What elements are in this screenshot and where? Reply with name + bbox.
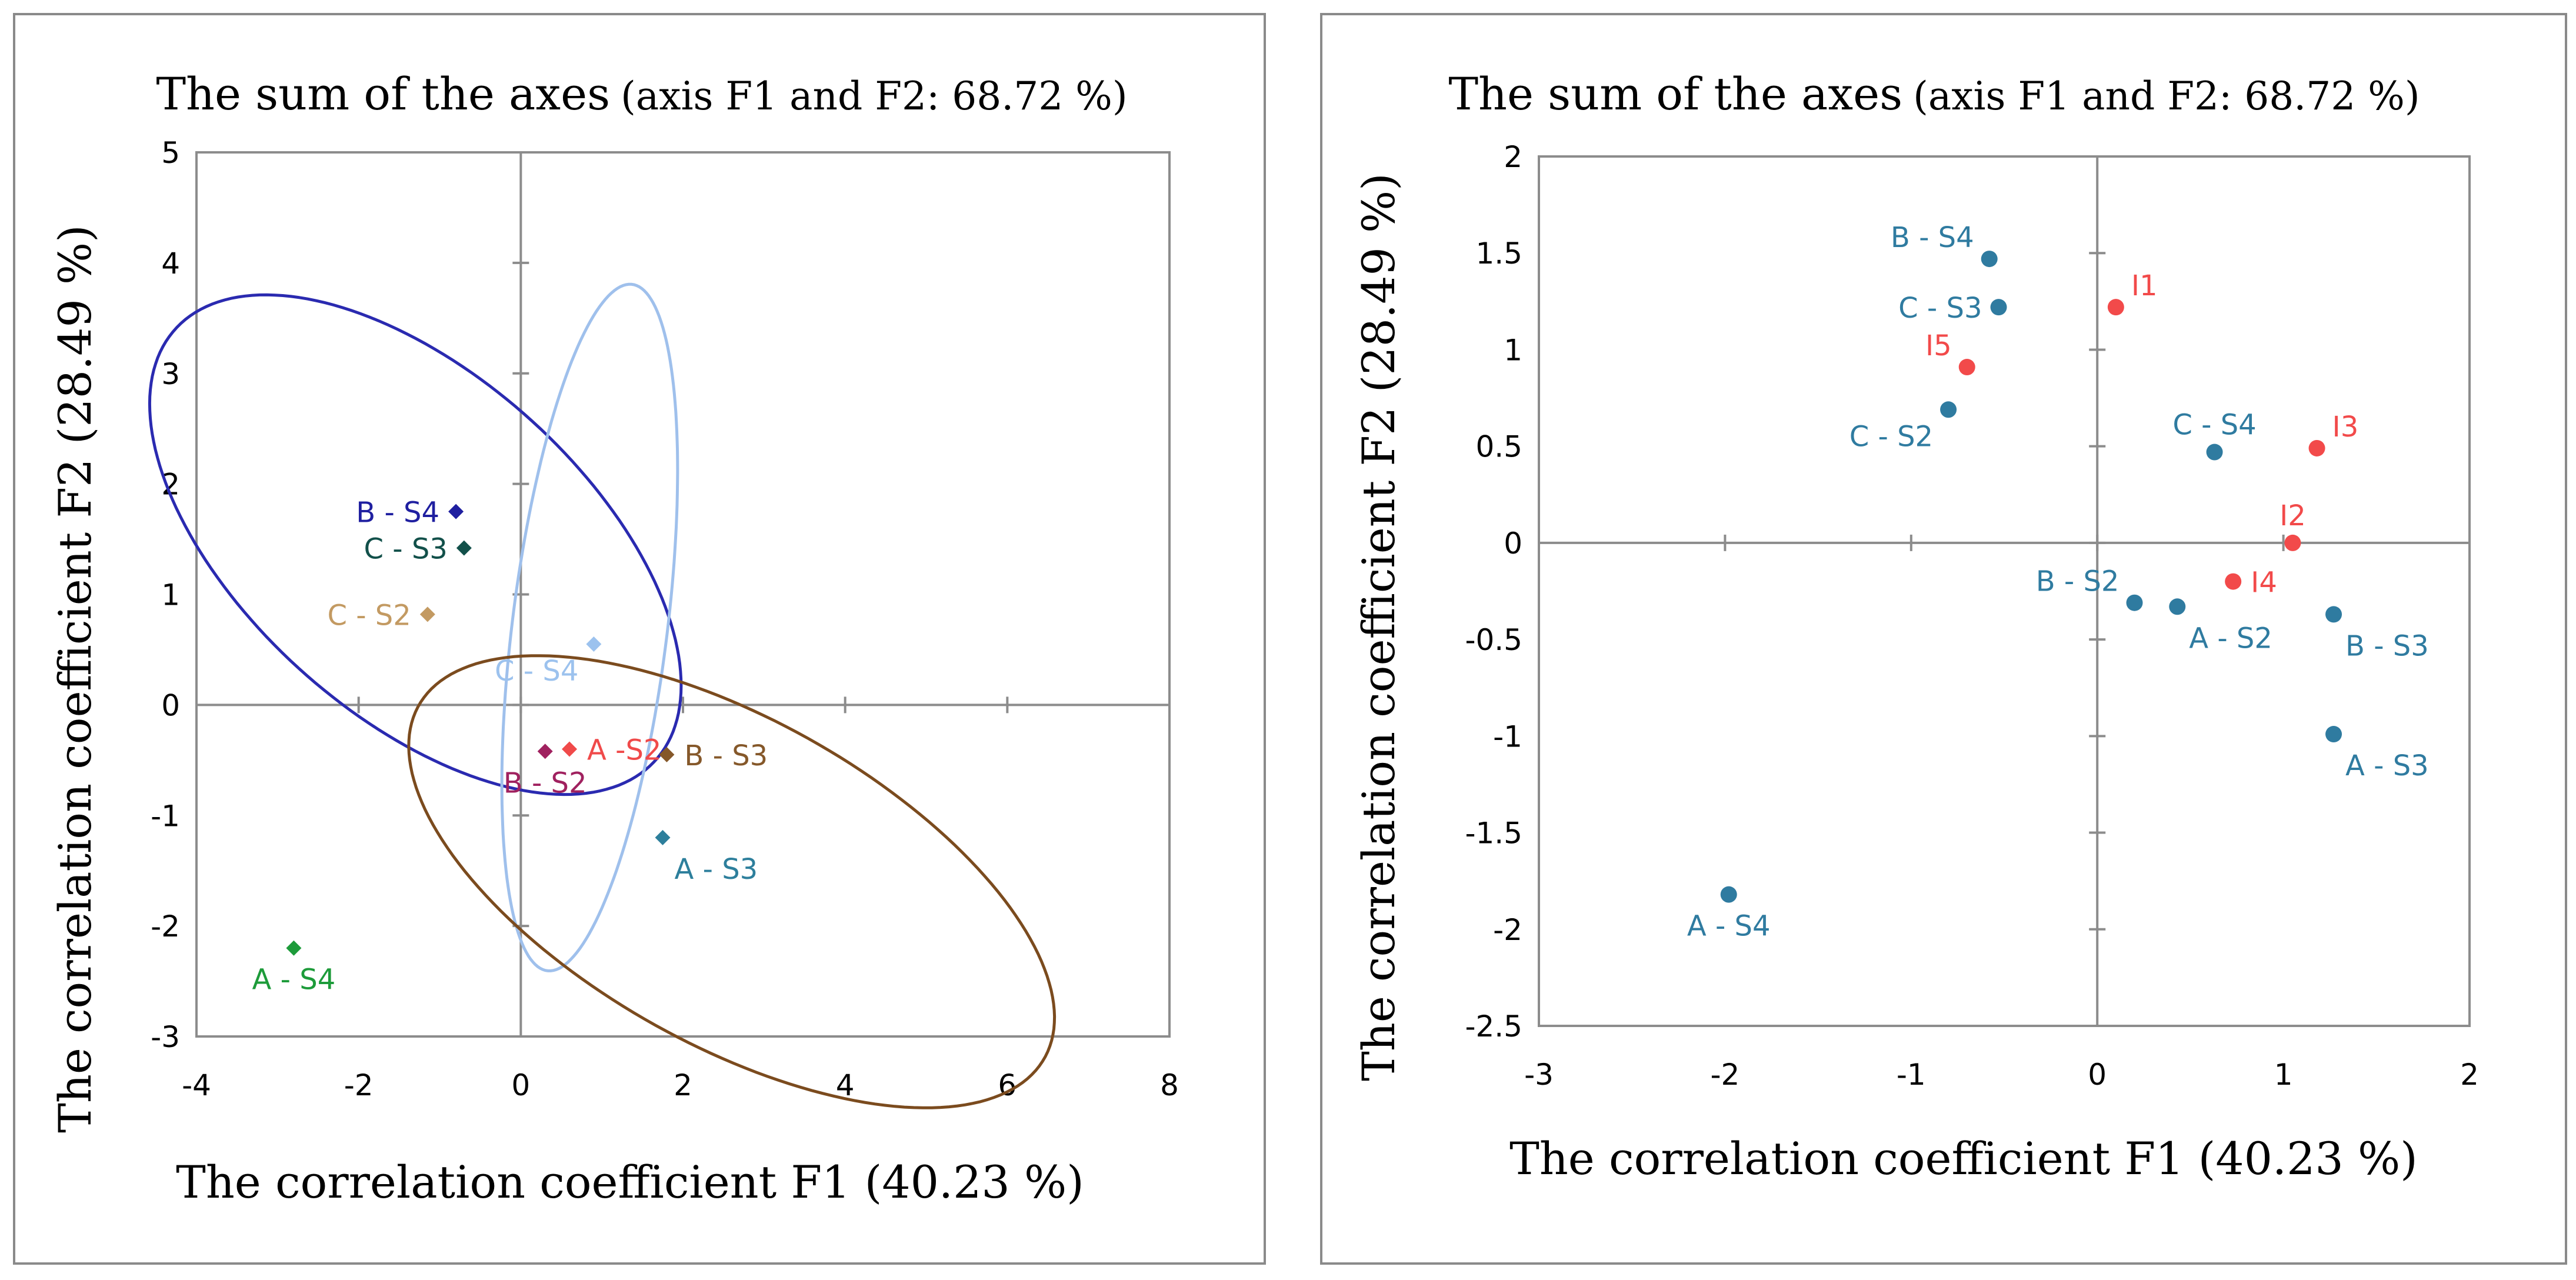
label-c-s2: C - S2	[1849, 420, 1933, 453]
point-c-s4	[2206, 444, 2223, 461]
point-i1	[2107, 299, 2124, 316]
left-chart-ylabel: The correlation coefficient F2 (28.49 %)	[49, 225, 101, 1133]
point-a-s2	[2169, 598, 2186, 615]
left-xtick-label: 6	[998, 1068, 1017, 1102]
right-ytick-label: -2	[1493, 913, 1522, 947]
right-xtick-label: 0	[2088, 1058, 2107, 1092]
right-chart-xlabel: The correlation coefficient F1 (40.23 %)	[1509, 1132, 2418, 1185]
right-chart-title-paren: (axis F1 and F2: 68.72 %)	[1913, 74, 2420, 119]
point-b-s2	[537, 744, 553, 759]
right-xtick-label: 1	[2274, 1058, 2293, 1092]
label-b-s4: B - S4	[356, 496, 439, 529]
label-i3: I3	[2332, 411, 2359, 444]
point-a-s4	[286, 940, 302, 956]
left-ytick-label: 5	[161, 136, 180, 170]
point-b-s4	[448, 504, 464, 519]
left-ytick-label: 3	[161, 357, 180, 391]
point-a-s2	[562, 741, 578, 757]
point-b-s2	[2126, 594, 2143, 611]
left-chart-xlabel: The correlation coefficient F1 (40.23 %)	[176, 1156, 1084, 1208]
label-a-s2: A - S2	[2189, 622, 2272, 655]
left-chart-title-main: The sum of the axes	[156, 68, 610, 120]
label-c-s3: C - S3	[1898, 292, 1982, 325]
point-c-s2	[419, 606, 435, 622]
right-chart-title-main: The sum of the axes	[1448, 68, 1902, 120]
label-b-s3: B - S3	[684, 739, 768, 772]
point-b-s3	[659, 746, 675, 762]
right-ytick-label: 2	[1504, 140, 1522, 174]
right-ytick-label: -2.5	[1465, 1009, 1522, 1044]
point-i3	[2308, 439, 2325, 456]
point-c-s3	[456, 540, 472, 556]
left-ytick-label: 1	[161, 578, 180, 612]
point-a-s4	[1720, 886, 1737, 903]
label-a-s2: A -S2	[587, 734, 661, 767]
right-xtick-label: -3	[1524, 1058, 1554, 1092]
label-c-s2: C - S2	[327, 599, 411, 632]
right-ytick-label: -1.5	[1465, 816, 1522, 851]
label-c-s4: C - S4	[495, 655, 578, 688]
point-i4	[2225, 573, 2242, 590]
point-i2	[2284, 534, 2301, 551]
right-xtick-label: 2	[2460, 1058, 2479, 1092]
right-chart-ylabel: The correlation coefficient F2 (28.49 %)	[1352, 173, 1405, 1081]
right-ytick-label: 0	[1504, 526, 1522, 561]
right-plot-area: -3 -2 -1 0 1 2 -2.5 -2 -1.5 -1 -0.5 0 0.5 1 1.5 2 B - S4…	[1465, 140, 2478, 1092]
left-ytick-label: 0	[161, 688, 180, 722]
label-a-s4: A - S4	[1687, 910, 1771, 943]
label-i2: I2	[2280, 499, 2306, 532]
label-b-s3: B - S3	[2345, 629, 2429, 662]
point-b-s4	[1981, 251, 1998, 268]
left-chart-panel: The sum of the axes (axis F1 and F2: 68.7…	[13, 13, 1266, 1265]
left-xtick-label: -2	[344, 1068, 374, 1102]
right-chart-title: The sum of the axes (axis F1 and F2: 68.7…	[1448, 68, 2420, 120]
right-ytick-label: -1	[1493, 719, 1522, 754]
left-xtick-label: -4	[182, 1068, 211, 1102]
label-i4: I4	[2251, 566, 2277, 599]
left-ytick-label: -1	[151, 799, 180, 833]
left-plot-frame	[195, 151, 1171, 1038]
right-chart-panel: The sum of the axes (axis F1 and F2: 68.7…	[1320, 13, 2567, 1265]
point-c-s3	[1990, 299, 2007, 316]
left-chart: The sum of the axes (axis F1 and F2: 68.7…	[49, 68, 1179, 1208]
right-ytick-label: 0.5	[1475, 430, 1522, 464]
right-chart: The sum of the axes (axis F1 and F2: 68.7…	[1352, 68, 2479, 1185]
right-xtick-label: -2	[1710, 1058, 1739, 1092]
left-ytick-label: 4	[161, 246, 180, 281]
point-b-s3	[2325, 606, 2342, 623]
right-xtick-label: -1	[1897, 1058, 1926, 1092]
left-xtick-label: 8	[1160, 1068, 1179, 1102]
right-ytick-label: 1	[1504, 333, 1522, 367]
left-xtick-label: 2	[674, 1068, 692, 1102]
left-ytick-label: -3	[151, 1020, 180, 1054]
point-c-s2	[1940, 401, 1957, 418]
ellipse-c-group	[500, 282, 679, 972]
right-ytick-label: -0.5	[1465, 623, 1522, 657]
label-b-s2: B - S2	[2036, 565, 2120, 598]
ellipse-b-group	[148, 293, 683, 796]
label-c-s4: C - S4	[2172, 409, 2256, 442]
label-a-s4: A - S4	[252, 964, 336, 996]
right-ytick-label: 1.5	[1475, 236, 1522, 271]
left-ytick-label: -2	[151, 909, 180, 944]
left-chart-title-paren: (axis F1 and F2: 68.72 %)	[621, 74, 1128, 119]
left-xtick-label: 0	[511, 1068, 530, 1102]
label-b-s2: B - S2	[504, 766, 587, 799]
label-i5: I5	[1925, 329, 1952, 362]
point-a-s3	[655, 829, 671, 845]
label-c-s3: C - S3	[364, 533, 447, 566]
right-plot-frame	[1538, 155, 2471, 1027]
label-b-s4: B - S4	[1891, 221, 1974, 254]
left-chart-title: The sum of the axes (axis F1 and F2: 68.7…	[156, 68, 1127, 120]
label-a-s3: A - S3	[2345, 749, 2429, 782]
point-a-s3	[2325, 726, 2342, 743]
ellipse-a-group	[407, 654, 1057, 1109]
point-c-s4	[586, 636, 602, 652]
label-a-s3: A - S3	[675, 853, 758, 886]
label-i1: I1	[2131, 269, 2158, 302]
point-i5	[1958, 359, 1975, 376]
